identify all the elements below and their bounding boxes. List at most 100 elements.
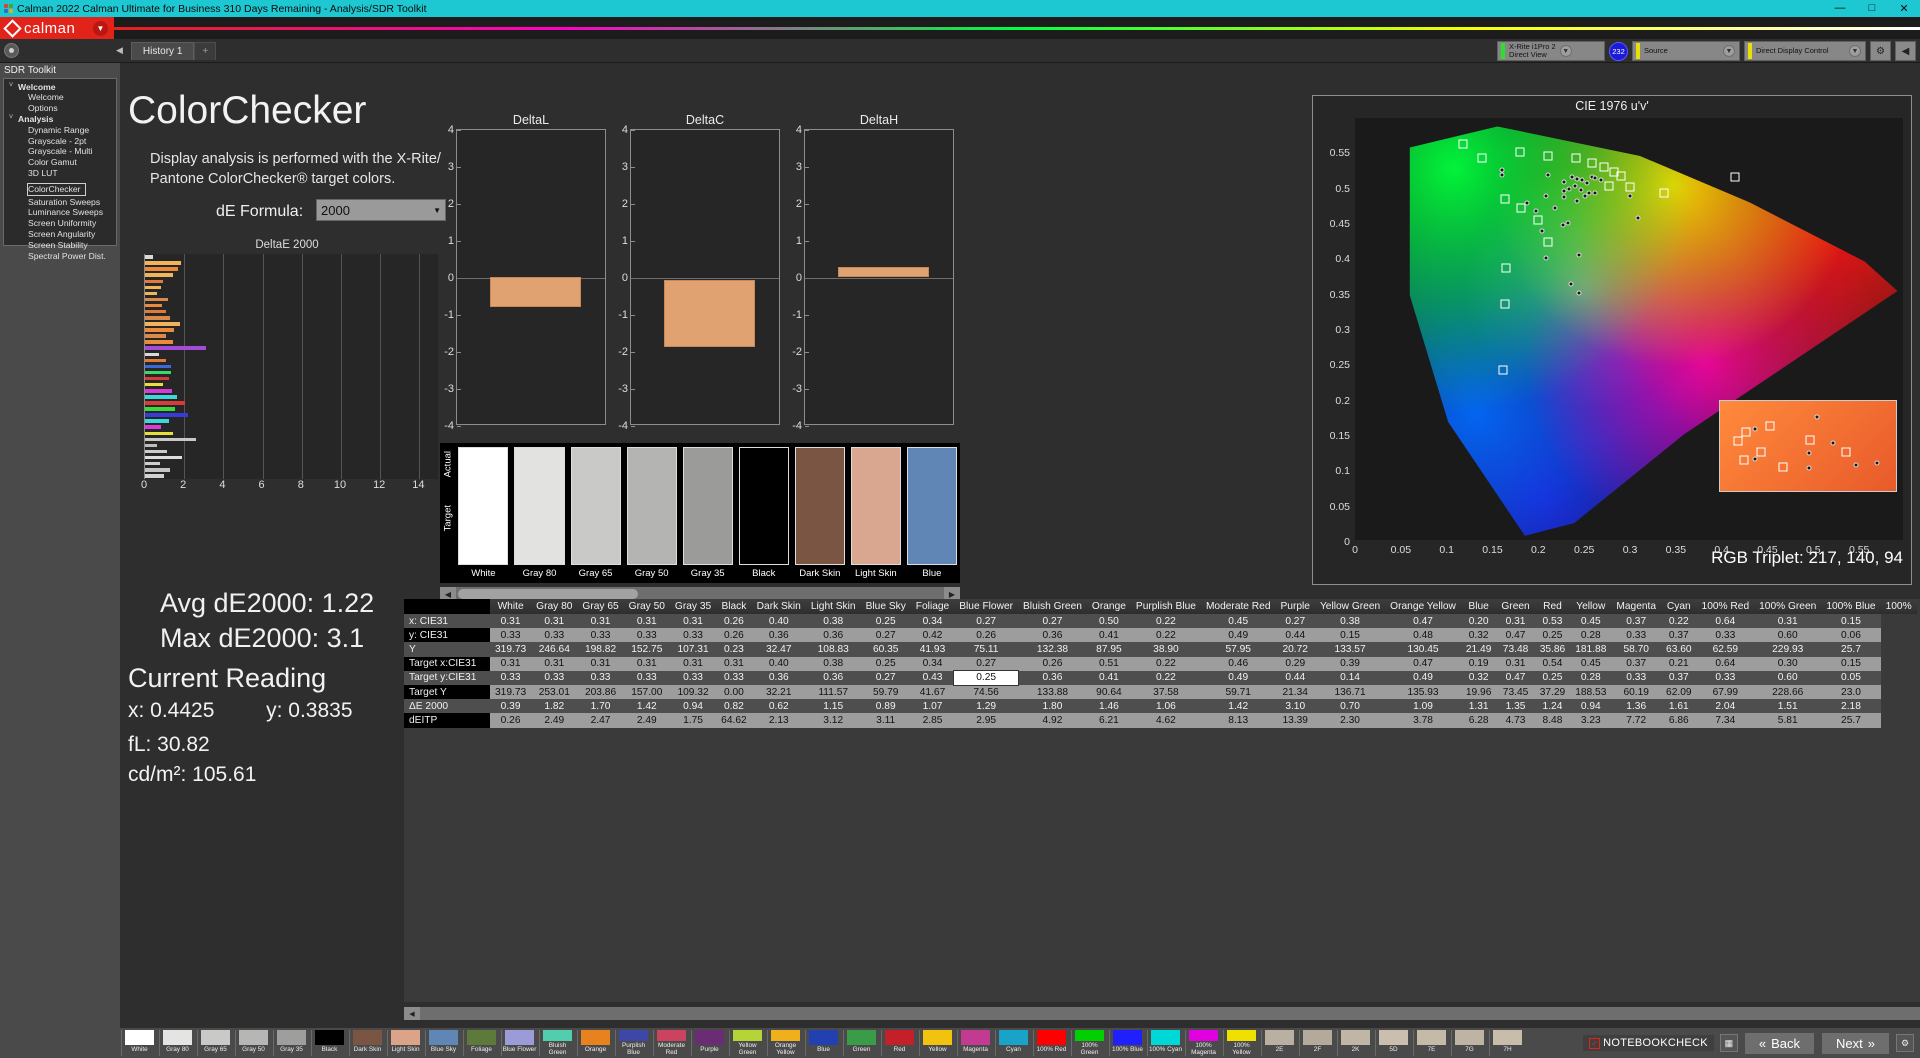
table-cell[interactable]: 21.34 — [1276, 685, 1315, 699]
table-cell[interactable]: 67.99 — [1697, 685, 1755, 699]
table-cell[interactable]: 0.32 — [1461, 628, 1497, 642]
table-cell[interactable]: 0.28 — [1570, 628, 1611, 642]
table-cell[interactable]: 0.89 — [861, 699, 911, 713]
table-column-header[interactable]: White — [490, 599, 531, 614]
table-cell[interactable]: 0.33 — [1611, 671, 1661, 685]
table-cell[interactable]: 0.22 — [1131, 671, 1201, 685]
table-column-header[interactable]: Foliage — [911, 599, 954, 614]
table-cell[interactable]: 0.38 — [806, 657, 861, 671]
table-cell[interactable]: 0.42 — [911, 628, 954, 642]
scrollbar-thumb[interactable] — [458, 589, 638, 599]
bottom-swatch-light-skin[interactable]: Light Skin — [387, 1030, 423, 1056]
table-cell[interactable]: 0.34 — [911, 657, 954, 671]
table-cell[interactable]: 0.36 — [1018, 628, 1087, 642]
table-cell[interactable]: 2.04 — [1697, 699, 1755, 713]
table-cell[interactable]: 6.21 — [1087, 713, 1131, 727]
table-cell[interactable]: 0.45 — [1201, 614, 1276, 628]
table-cell[interactable]: 0.14 — [1315, 671, 1385, 685]
sidebar-item-colorchecker[interactable]: ColorChecker — [28, 184, 85, 195]
table-cell[interactable]: 3.23 — [1570, 713, 1611, 727]
table-column-header[interactable]: Blue — [1461, 599, 1497, 614]
settings-gear-icon[interactable]: ⚙ — [1896, 1034, 1914, 1052]
table-cell[interactable]: 0.49 — [1201, 671, 1276, 685]
table-column-header[interactable]: Orange Yellow — [1385, 599, 1461, 614]
sidebar-item-grayscale-multi[interactable]: Grayscale - Multi — [4, 147, 116, 158]
table-cell[interactable]: 0.29 — [1276, 657, 1315, 671]
table-column-header[interactable]: Orange — [1087, 599, 1131, 614]
table-cell[interactable]: 181.88 — [1570, 642, 1611, 656]
table-cell[interactable]: 1.35 — [1496, 699, 1534, 713]
table-cell[interactable]: 2.18 — [1821, 699, 1880, 713]
bottom-swatch-orange-yellow[interactable]: Orange Yellow — [767, 1030, 803, 1056]
bottom-swatch-green[interactable]: Green — [843, 1030, 879, 1056]
table-cell[interactable]: 2.13 — [752, 713, 806, 727]
table-cell[interactable]: 1.82 — [531, 699, 577, 713]
table-cell[interactable]: 1.36 — [1611, 699, 1661, 713]
table-cell[interactable]: 7.72 — [1611, 713, 1661, 727]
table-cell[interactable]: 157.00 — [624, 685, 670, 699]
table-cell[interactable]: 0.49 — [1385, 671, 1461, 685]
sidebar-tree[interactable]: WelcomeWelcomeOptionsAnalysisDynamic Ran… — [3, 78, 117, 246]
minimize-button[interactable]: — — [1824, 2, 1856, 15]
table-cell[interactable]: 23.0 — [1821, 685, 1880, 699]
table-cell[interactable]: 132.38 — [1018, 642, 1087, 656]
table-cell[interactable]: 229.93 — [1754, 642, 1821, 656]
table-cell[interactable]: 2.49 — [531, 713, 577, 727]
table-cell[interactable]: 60.19 — [1611, 685, 1661, 699]
table-cell[interactable]: 0.33 — [490, 671, 531, 685]
table-cell[interactable]: 0.37 — [1661, 671, 1697, 685]
table-cell[interactable]: 1.24 — [1535, 699, 1571, 713]
table-cell[interactable]: 73.48 — [1496, 642, 1534, 656]
record-dot-icon[interactable] — [4, 43, 19, 58]
table-cell[interactable]: 0.36 — [806, 671, 861, 685]
strip-swatch[interactable]: Gray 65 — [571, 447, 621, 579]
tab-add-button[interactable]: + — [194, 42, 216, 60]
table-cell[interactable]: 0.47 — [1496, 671, 1534, 685]
table-cell[interactable]: 0.39 — [490, 699, 531, 713]
table-column-header[interactable]: Dark Skin — [752, 599, 806, 614]
table-cell[interactable]: 0.33 — [531, 671, 577, 685]
table-cell[interactable]: 1.51 — [1754, 699, 1821, 713]
table-cell[interactable]: 0.94 — [670, 699, 716, 713]
bottom-swatch-2k[interactable]: 2K — [1337, 1030, 1373, 1056]
table-cell[interactable]: 4.92 — [1018, 713, 1087, 727]
bottom-swatch-white[interactable]: White — [121, 1030, 157, 1056]
bottom-swatch-bluish-green[interactable]: Bluish Green — [539, 1030, 575, 1056]
table-cell[interactable]: 4.62 — [1131, 713, 1201, 727]
table-cell[interactable]: 0.31 — [490, 657, 531, 671]
table-cell[interactable]: 0.37 — [1661, 628, 1697, 642]
sidebar-item-welcome[interactable]: Welcome — [4, 93, 116, 104]
table-cell[interactable]: 0.33 — [577, 671, 623, 685]
table-cell[interactable]: 1.42 — [624, 699, 670, 713]
table-cell[interactable]: 0.33 — [716, 671, 752, 685]
bottom-swatch-magenta[interactable]: Magenta — [957, 1030, 993, 1056]
table-cell[interactable]: 1.80 — [1018, 699, 1087, 713]
table-column-header[interactable]: 100% Red — [1697, 599, 1755, 614]
bottom-swatch-100-magenta[interactable]: 100% Magenta — [1185, 1030, 1221, 1056]
table-cell[interactable]: 203.86 — [577, 685, 623, 699]
calman-brand[interactable]: calman ▼ — [0, 17, 114, 39]
table-cell[interactable]: 59.79 — [861, 685, 911, 699]
table-cell[interactable]: 1.06 — [1131, 699, 1201, 713]
table-cell[interactable]: 5.81 — [1754, 713, 1821, 727]
table-cell[interactable]: 133.88 — [1018, 685, 1087, 699]
table-cell[interactable]: 1.07 — [911, 699, 954, 713]
table-cell[interactable]: 188.53 — [1570, 685, 1611, 699]
bottom-swatch-blue[interactable]: Blue — [805, 1030, 841, 1056]
table-cell[interactable]: 0.22 — [1131, 628, 1201, 642]
table-cell[interactable]: 0.39 — [1315, 657, 1385, 671]
table-column-header[interactable]: Blue Sky — [861, 599, 911, 614]
table-cell[interactable]: 35.86 — [1535, 642, 1571, 656]
table-cell[interactable]: 0.27 — [1018, 614, 1087, 628]
table-cell[interactable]: 0.00 — [716, 685, 752, 699]
strip-swatch[interactable]: Gray 35 — [683, 447, 733, 579]
bottom-swatch-dark-skin[interactable]: Dark Skin — [349, 1030, 385, 1056]
table-cell[interactable]: 90.64 — [1087, 685, 1131, 699]
table-cell[interactable]: 0.31 — [716, 657, 752, 671]
table-cell[interactable]: 32.47 — [752, 642, 806, 656]
table-cell[interactable]: 0.48 — [1385, 628, 1461, 642]
table-cell[interactable]: 3.11 — [861, 713, 911, 727]
table-cell[interactable]: 13.39 — [1276, 713, 1315, 727]
table-cell[interactable]: 0.33 — [624, 671, 670, 685]
table-cell[interactable]: 1.31 — [1461, 699, 1497, 713]
